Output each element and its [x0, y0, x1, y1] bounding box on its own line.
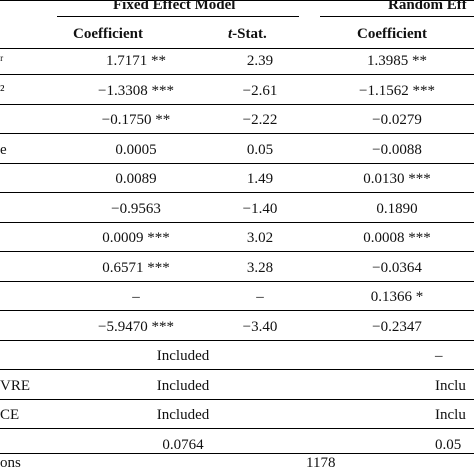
effects-cell-re: –	[435, 348, 443, 364]
row-rule	[0, 104, 474, 105]
table-cell-re-coefficient: 0.0008 ***	[363, 230, 431, 246]
col-header-coefficient-fe: Coefficient	[73, 26, 143, 42]
tstat-italic: t	[228, 26, 233, 42]
group-underline-fixed	[57, 16, 299, 17]
table-cell-fe-tstat: 2.39	[246, 53, 274, 69]
table-cell-re-coefficient: 0.0130 ***	[363, 171, 431, 187]
effects-row-stub: CE	[0, 407, 20, 423]
obs-rule	[0, 453, 474, 454]
group-header-fixed: Fixed Effect Model	[113, 0, 236, 13]
table-row-stub: ʳ	[0, 53, 4, 69]
table-cell-fe-coefficient: 1.7171 **	[106, 53, 166, 69]
table-row-stub: ²	[0, 83, 5, 99]
effects-cell-re: Inclu	[435, 407, 466, 423]
group-underline-random	[320, 16, 474, 17]
table-cell-fe-coefficient: 0.0009 ***	[102, 230, 170, 246]
table-cell-fe-coefficient: 0.0005	[115, 142, 157, 158]
group-header-random: Random Eff	[388, 0, 467, 13]
row-rule	[0, 428, 474, 429]
table-cell-fe-coefficient: −5.9470 ***	[98, 319, 174, 335]
effects-cell-re: Inclu	[435, 378, 466, 394]
table-cell-re-coefficient: 0.1366 *	[370, 289, 424, 305]
table-cell-fe-tstat: 0.05	[246, 142, 274, 158]
table-cell-re-coefficient: 0.1890	[376, 201, 418, 217]
table-cell-fe-tstat: −3.40	[242, 319, 278, 335]
table-cell-fe-coefficient: −1.3308 ***	[98, 83, 174, 99]
row-rule	[0, 133, 474, 134]
top-rule	[0, 0, 474, 1]
table-cell-fe-tstat: 3.02	[246, 230, 274, 246]
table-cell-re-coefficient: −0.0279	[372, 112, 422, 128]
row-rule	[0, 340, 474, 341]
table-row-stub: e	[0, 142, 7, 158]
table-cell-fe-coefficient: 0.6571 ***	[102, 260, 170, 276]
row-rule	[0, 74, 474, 75]
table-cell-re-coefficient: −0.0364	[372, 260, 422, 276]
effects-row-stub: VRE	[0, 378, 30, 394]
row-rule	[0, 281, 474, 282]
table-cell-fe-coefficient: −0.9563	[111, 201, 161, 217]
tstat-suffix: -Stat.	[232, 26, 267, 42]
row-rule	[0, 222, 474, 223]
table-cell-fe-tstat: −2.61	[242, 83, 278, 99]
effects-cell-re: 0.05	[435, 437, 462, 453]
table-cell-re-coefficient: −0.0088	[372, 142, 422, 158]
table-cell-fe-coefficient: –	[132, 289, 140, 305]
header-rule	[0, 48, 474, 49]
col-header-coefficient-re: Coefficient	[357, 26, 427, 42]
table-cell-fe-tstat: –	[256, 289, 264, 305]
table-cell-re-coefficient: −0.2347	[372, 319, 422, 335]
row-rule	[0, 369, 474, 370]
row-rule	[0, 163, 474, 164]
effects-cell-fe: Included	[156, 407, 210, 423]
effects-cell-fe: 0.0764	[162, 437, 204, 453]
obs-value: 1178	[306, 455, 336, 471]
table-cell-fe-tstat: 1.49	[246, 171, 274, 187]
obs-label: ons	[0, 455, 21, 471]
table-cell-re-coefficient: 1.3985 **	[367, 53, 427, 69]
effects-cell-fe: Included	[156, 378, 210, 394]
row-rule	[0, 399, 474, 400]
row-rule	[0, 192, 474, 193]
effects-cell-fe: Included	[156, 348, 210, 364]
table-cell-re-coefficient: −1.1562 ***	[359, 83, 435, 99]
table-cell-fe-tstat: −2.22	[242, 112, 278, 128]
col-header-tstat-fe: t-Stat.	[228, 25, 267, 43]
table-cell-fe-tstat: 3.28	[246, 260, 274, 276]
row-rule	[0, 251, 474, 252]
table-cell-fe-tstat: −1.40	[242, 201, 278, 217]
row-rule	[0, 310, 474, 311]
table-cell-fe-coefficient: 0.0089	[115, 171, 157, 187]
table-cell-fe-coefficient: −0.1750 **	[101, 112, 171, 128]
